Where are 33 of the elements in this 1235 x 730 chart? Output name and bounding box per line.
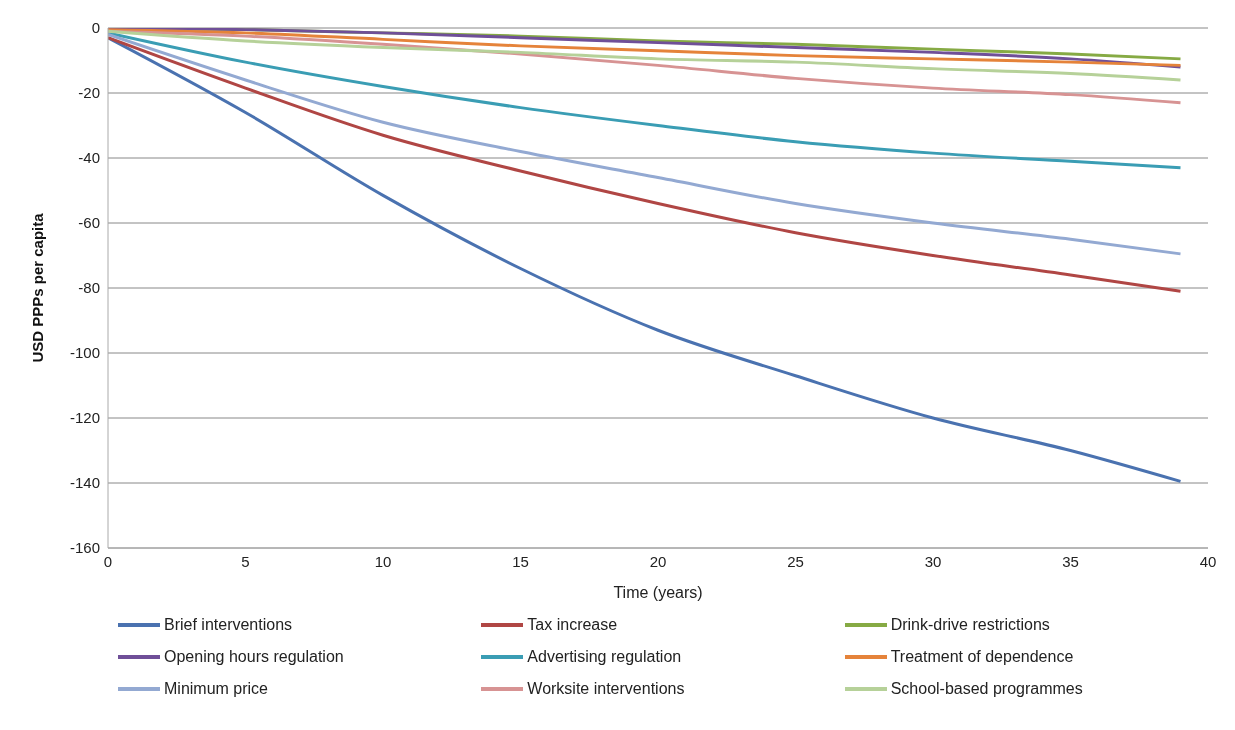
y-tick-label: -100: [69, 344, 100, 362]
legend-label: Minimum price: [164, 680, 269, 698]
y-tick-label: -20: [78, 84, 100, 102]
line-series: [108, 36, 1182, 293]
x-tick-label: 35: [1062, 552, 1079, 570]
y-tick-label: 0: [91, 19, 100, 37]
y-tick-label: -140: [69, 474, 100, 492]
line-series: [108, 29, 1182, 82]
x-axis-title: Time (years): [613, 584, 703, 601]
legend-label: Worksite interventions: [527, 680, 685, 698]
y-tick-label: -60: [78, 214, 100, 232]
legend-label: Advertising regulation: [527, 648, 682, 666]
x-tick-label: 25: [787, 552, 804, 570]
legend-label: Tax increase: [527, 616, 618, 634]
y-tick-label: -160: [69, 539, 100, 557]
legend-label: Brief interventions: [164, 616, 293, 634]
line-series: [108, 31, 1182, 170]
x-tick-label: 30: [924, 552, 942, 570]
x-tick-label: 15: [512, 552, 529, 570]
y-tick-label: -40: [78, 149, 100, 167]
x-tick-label: 5: [241, 552, 250, 570]
legend-label: School-based programmes: [890, 680, 1083, 698]
legend-label: Treatment of dependence: [890, 648, 1074, 666]
x-tick-label: 10: [374, 552, 392, 570]
y-tick-label: -120: [69, 409, 100, 427]
x-tick-label: 20: [649, 552, 667, 570]
legend-label: Drink-drive restrictions: [890, 616, 1050, 634]
x-tick-label: 40: [1199, 552, 1217, 570]
x-tick-label: 0: [103, 552, 113, 570]
legend-label: Opening hours regulation: [164, 648, 344, 666]
y-axis-title: USD PPPs per capita: [29, 212, 47, 363]
y-tick-label: -80: [78, 279, 100, 297]
line-series: [108, 33, 1182, 256]
